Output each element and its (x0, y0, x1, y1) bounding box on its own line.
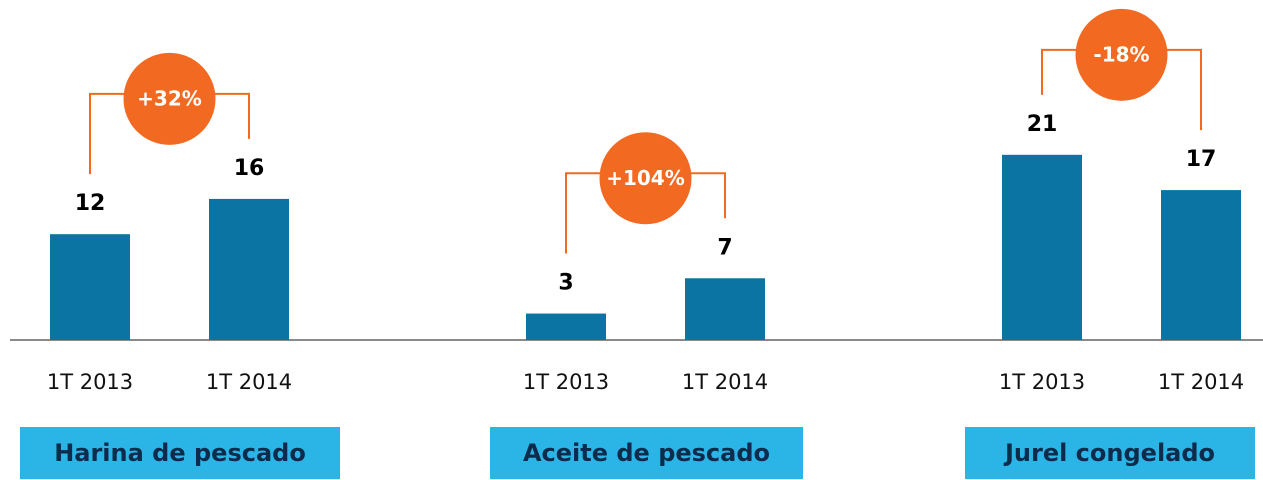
change-badge (1075, 8, 1168, 101)
value-label: 21 (1027, 112, 1058, 137)
group-title: Jurel congelado (1003, 439, 1215, 467)
x-tick-label: 1T 2014 (682, 370, 768, 394)
bar (526, 313, 606, 340)
value-label: 12 (75, 191, 106, 216)
x-tick-label: 1T 2014 (1158, 370, 1244, 394)
group-box (965, 427, 1255, 479)
x-tick-label: 1T 2014 (206, 370, 292, 394)
value-label: 7 (717, 235, 732, 260)
bar (1161, 190, 1241, 340)
group-box (20, 427, 340, 479)
x-tick-label: 1T 2013 (999, 370, 1085, 394)
x-tick-label: 1T 2013 (47, 370, 133, 394)
group-title: Harina de pescado (54, 439, 306, 467)
change-label: +32% (137, 86, 202, 110)
value-label: 3 (558, 271, 573, 296)
change-label: +104% (606, 166, 685, 190)
change-label: -18% (1093, 42, 1149, 66)
value-label: 17 (1186, 147, 1217, 172)
x-tick-label: 1T 2013 (523, 370, 609, 394)
bar (685, 278, 765, 340)
value-label: 16 (234, 156, 265, 181)
bar (50, 234, 130, 340)
bar (1002, 154, 1082, 340)
bar (209, 198, 289, 340)
group-box (490, 427, 803, 479)
group-title: Aceite de pescado (523, 439, 770, 467)
change-badge (123, 52, 216, 145)
change-badge (599, 132, 692, 225)
